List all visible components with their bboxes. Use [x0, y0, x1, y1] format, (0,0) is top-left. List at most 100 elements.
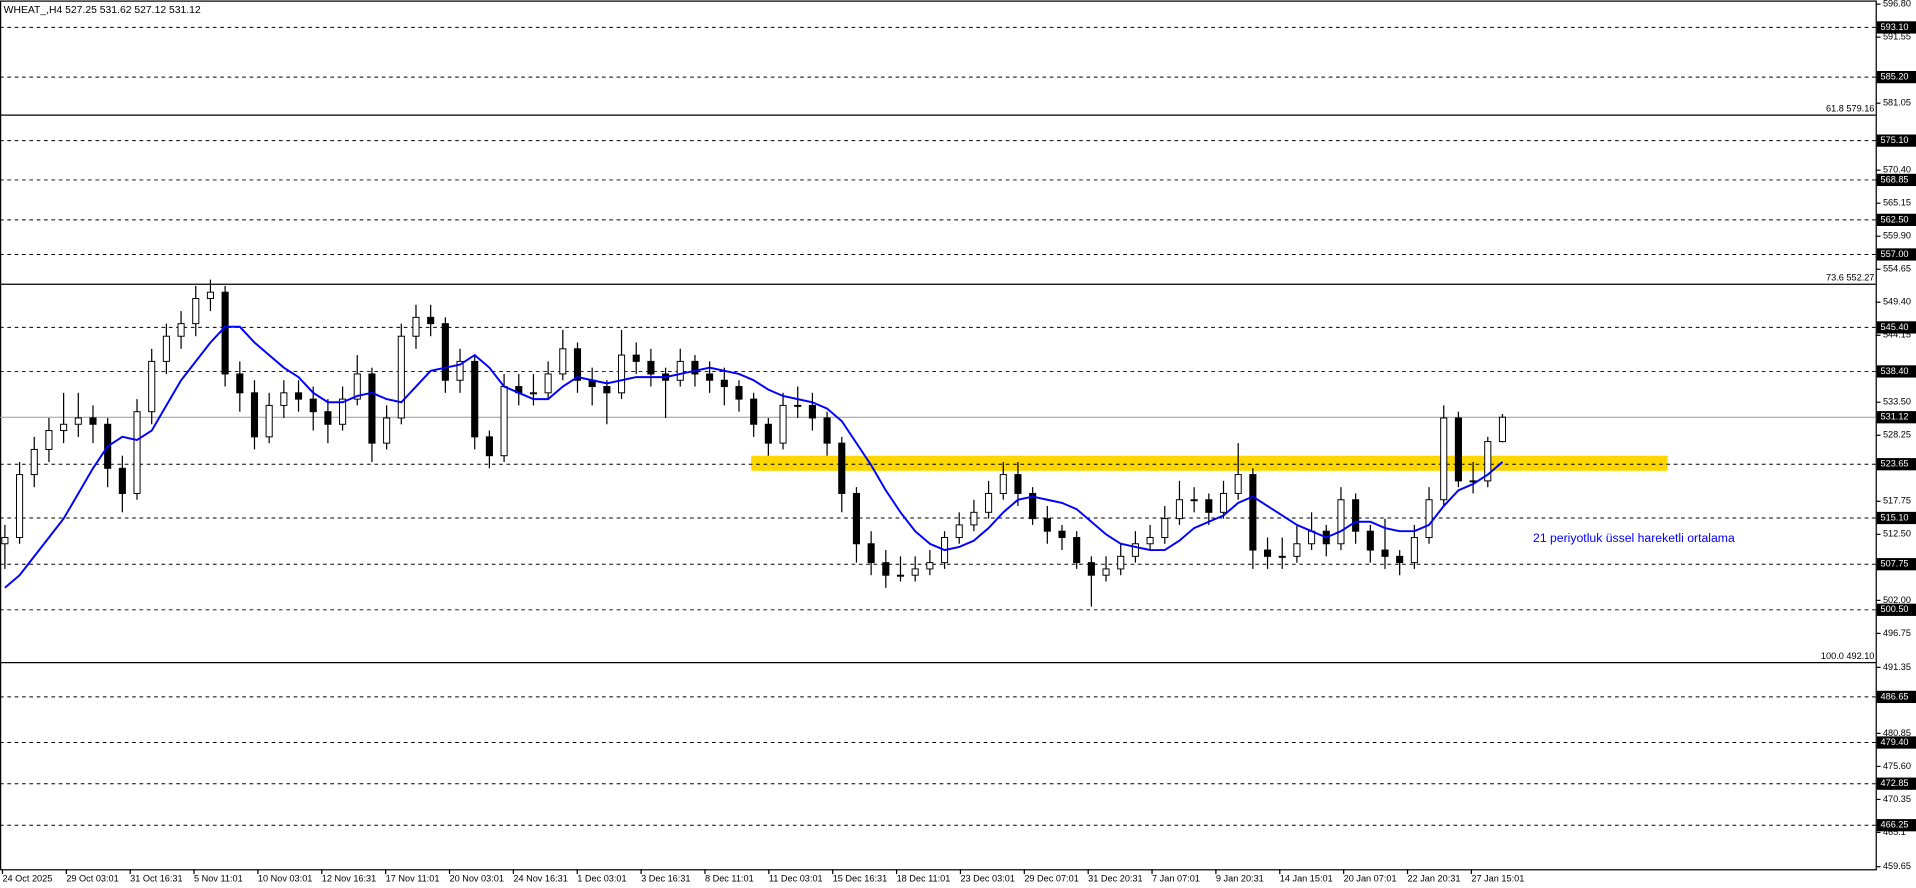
candle-body — [647, 360, 655, 375]
x-tick-label: 27 Jan 15:01 — [1471, 873, 1524, 883]
y-tick-label: 528.25 — [1883, 430, 1911, 440]
x-tick-label: 29 Oct 03:01 — [66, 873, 118, 883]
candle-body — [999, 474, 1007, 494]
candle-body — [89, 417, 97, 425]
candle-body — [617, 354, 626, 394]
ema-line — [4, 325, 1504, 589]
y-tick-label: 533.50 — [1883, 397, 1911, 407]
x-tick-label: 11 Dec 03:01 — [769, 873, 823, 883]
level-box — [1876, 603, 1916, 616]
y-tick-label: 544.15 — [1883, 330, 1911, 340]
candle-body — [500, 386, 508, 457]
x-tick-label: 24 Oct 2025 — [2, 873, 52, 883]
level-box — [1876, 321, 1916, 334]
candle-body — [559, 348, 567, 375]
y-tick-label: 581.05 — [1883, 98, 1911, 108]
y-tick-label: 570.40 — [1883, 165, 1911, 175]
x-tick-label: 7 Jan 07:01 — [1152, 873, 1200, 883]
candle-body — [764, 423, 772, 444]
x-tick-label: 3 Dec 16:31 — [641, 873, 690, 883]
y-tick-label: 502.00 — [1883, 595, 1911, 605]
candle-body — [74, 417, 82, 425]
candle-body — [882, 562, 890, 576]
candle-body — [706, 373, 714, 381]
candle-body — [177, 323, 185, 337]
candle-body — [1014, 474, 1022, 494]
y-tick-label: 596.80 — [1883, 0, 1911, 9]
candle-body — [471, 360, 479, 438]
candle-body — [397, 335, 405, 419]
level-label: 523.65 — [1881, 459, 1909, 469]
level-label: 500.50 — [1881, 604, 1909, 614]
candle-body — [1117, 555, 1125, 570]
candle-body — [1454, 417, 1462, 482]
y-tick-label: 459.65 — [1883, 861, 1911, 871]
candle-body — [1190, 499, 1198, 502]
y-tick-label: 496.75 — [1883, 628, 1911, 638]
candle-body — [823, 417, 831, 444]
candle-body — [676, 360, 684, 381]
candle-body — [603, 386, 611, 394]
candle-body — [1484, 441, 1492, 482]
x-tick-label: 18 Dec 11:01 — [897, 873, 951, 883]
candle-body — [1396, 555, 1404, 564]
candle-body — [750, 398, 758, 425]
candle-body — [236, 373, 244, 394]
candle-body — [339, 398, 347, 425]
level-label: 585.20 — [1881, 72, 1909, 82]
candle-body — [118, 467, 126, 494]
candle-body — [383, 417, 391, 444]
level-box — [1876, 736, 1916, 749]
candle-body — [192, 297, 200, 325]
candle-body — [148, 360, 156, 413]
candle-body — [1043, 518, 1051, 532]
candle-body — [1, 536, 9, 545]
candle-body — [1131, 543, 1139, 557]
level-box — [1876, 213, 1916, 226]
x-tick-label: 31 Oct 16:31 — [130, 873, 182, 883]
candle-body — [162, 335, 170, 362]
candle-body — [485, 436, 493, 457]
y-tick-label: 512.50 — [1883, 529, 1911, 539]
support-zone — [751, 455, 1668, 471]
candle-body — [45, 430, 53, 450]
level-label: 568.85 — [1881, 174, 1909, 184]
level-box — [1876, 248, 1916, 261]
candle-body — [30, 448, 38, 476]
y-tick-label: 491.35 — [1883, 662, 1911, 672]
candle-body — [911, 568, 919, 576]
level-label: 575.10 — [1881, 135, 1909, 145]
x-tick-label: 24 Nov 16:31 — [513, 873, 567, 883]
candle-body — [808, 404, 816, 419]
x-tick-label: 20 Jan 07:01 — [1344, 873, 1397, 883]
candle-body — [544, 373, 552, 394]
level-label: 545.40 — [1881, 322, 1909, 332]
price-box — [1876, 411, 1916, 424]
candle-body — [280, 392, 288, 406]
candle-body — [294, 392, 303, 400]
candle-body — [441, 323, 449, 381]
candle-body — [1102, 568, 1110, 576]
level-label: 479.40 — [1881, 737, 1909, 747]
candle-body — [529, 392, 537, 395]
candle-body — [16, 474, 24, 538]
x-tick-label: 23 Dec 03:01 — [960, 873, 1014, 883]
candle-body — [1263, 549, 1272, 557]
chart-title: WHEAT_,H4 527.25 531.62 527.12 531.12 — [4, 5, 201, 16]
candle-body — [1029, 492, 1037, 520]
level-box — [1876, 690, 1916, 704]
candle-body — [1366, 530, 1374, 551]
candle-body — [353, 373, 361, 400]
candle-body — [1175, 499, 1184, 520]
y-tick-label: 465.1 — [1883, 827, 1906, 837]
candle-body — [573, 348, 582, 381]
candle-body — [1073, 536, 1081, 564]
level-label: 472.85 — [1881, 778, 1909, 788]
candle-body — [324, 411, 332, 425]
level-box — [1876, 365, 1916, 378]
candle-body — [1219, 492, 1228, 513]
y-tick-label: 591.55 — [1883, 32, 1911, 42]
x-tick-label: 10 Nov 03:01 — [258, 873, 312, 883]
y-tick-label: 554.65 — [1883, 264, 1911, 274]
